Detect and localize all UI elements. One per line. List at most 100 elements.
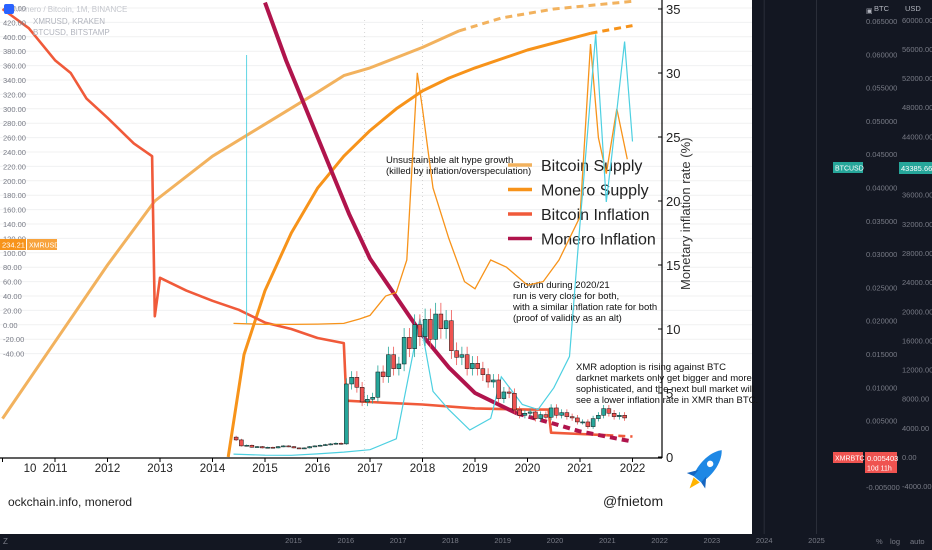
collapse-toggle-icon[interactable] [4,4,14,14]
candle-body [575,417,580,423]
btc-axis-tick-label: 0.025000 [866,283,897,292]
candle-body [559,412,564,416]
usd-axis-title: USD [905,4,921,13]
candle-body [338,442,344,445]
candle-body [554,407,559,416]
time-axis-tick-label: 2025 [808,536,825,545]
left-price-marker: 234.21 [2,241,25,250]
legend: Bitcoin Supply Monero Supply Bitcoin Infla… [508,158,656,249]
right-price-axes: BTC USD▣0.0650000.0600000.0550000.0500000… [833,4,932,492]
xmrbtc-price-bg [865,452,897,473]
candle-body [275,446,281,449]
left-axis-tick-label: -40.00 [3,350,24,359]
left-price-axis: 440.00 420.00 400.00 380.00 360.00 340.00 320.… [0,4,59,359]
image-y-tick-label: 0 [666,450,673,465]
symbol-header[interactable]: Monero / Bitcoin, 1M, BINANCE XMRUSD, KRA… [4,4,127,37]
image-x-tick-label: 2020 [515,463,541,475]
candle-body [380,371,386,377]
left-axis-tick-label: 0.00 [3,321,18,330]
overlay-symbol-label[interactable]: XMRUSD, KRAKEN [33,17,105,26]
annotation-line: (proof of validity as an alt) [513,313,622,324]
zoom-reset-button[interactable]: Z [3,537,8,546]
candle-body [375,371,381,398]
image-y-tick-label: 30 [666,66,680,81]
left-axis-tick-label: 180.00 [3,191,26,200]
candle-body [569,416,575,419]
left-axis-tick-label: 260.00 [3,134,26,143]
usd-axis-tick-label: 44000.00 [902,132,932,141]
left-axis-tick-label: 220.00 [3,162,26,171]
btc-axis-tick-label: 0.055000 [866,84,897,93]
candle-body [349,377,354,385]
image-x-tick-label: 2016 [305,463,331,475]
btc-axis-tick-label: 0.050000 [866,117,897,126]
monero-inflation-projection [516,411,633,444]
candle-body [233,436,239,441]
left-axis-tick-label: 40.00 [3,292,22,301]
xmrbtc-candles [233,302,627,450]
candle-body [344,383,349,445]
btc-axis-tick-label: 0.045000 [866,150,897,159]
btc-axis-tick-label: 0.010000 [866,383,897,392]
candle-body [307,446,312,449]
image-x-tick-label: 2021 [567,463,593,475]
candle-body [407,337,412,349]
candle-body [370,397,375,400]
annotation-line: XMR adoption is rising against BTC [576,362,726,373]
scale-toggle-percent[interactable]: % [876,537,883,546]
candle-body [533,411,538,419]
monero-supply-line [226,31,591,458]
time-axis-tick-label: 2016 [337,536,354,545]
left-axis-tick-label: 60.00 [3,278,22,287]
left-axis-tick-label: 200.00 [3,177,26,186]
candle-body [254,446,260,448]
candle-body [449,320,454,351]
scale-toggle-auto[interactable]: auto [910,537,925,546]
rocket-fin [686,469,699,476]
btc-axis-tick-label: -0.005000 [866,483,900,492]
left-price-marker-label: XMRUSD [29,243,59,250]
left-axis-tick-label: 140.00 [3,220,26,229]
rocket-fin [701,476,707,489]
image-y-tick-label: 10 [666,322,680,337]
btc-axis-tick-label: 0.060000 [866,50,897,59]
btc-axis-title: BTC [874,4,890,13]
time-axis-tick-label: 2018 [442,536,459,545]
left-axis-tick-label: 120.00 [3,234,26,243]
candle-body [359,387,365,403]
source-watermark: ockchain.info, monerod [8,495,132,509]
candle-body [459,354,465,358]
candle-body [580,421,585,424]
symbol-title[interactable]: Monero / Bitcoin, 1M, BINANCE [14,5,127,14]
usd-axis-tick-label: 52000.00 [902,74,932,83]
btcusd-price: 43385.66 [901,164,932,173]
left-axis-tick-label: 320.00 [3,90,26,99]
annotation-line: run is very close for both, [513,291,619,302]
btc-axis-tick-label: 0.015000 [866,350,897,359]
candle-body [386,354,391,377]
usd-axis-tick-label: 56000.00 [902,45,932,54]
overlay-symbol-label[interactable]: BTCUSD, BITSTAMP [33,28,110,37]
candle-body [396,363,402,369]
btc-axis-tick-label: 0.005000 [866,417,897,426]
candle-body [328,443,333,446]
candle-body [464,354,470,369]
image-x-tick-label: 2022 [620,463,646,475]
candle-body [433,313,438,340]
annotation-line: Growth during 2020/21 [513,280,610,291]
time-axis-tick-label: 2021 [599,536,616,545]
candle-body [391,354,396,369]
candle-body [543,414,549,418]
annotation-line: (killed by inflation/overspeculation) [386,166,531,177]
legend-label: Bitcoin Inflation [541,207,650,224]
candle-body [475,363,480,369]
rocket-icon [686,450,722,489]
left-axis-tick-label: 300.00 [3,105,26,114]
time-axis-tick-label: 2022 [651,536,668,545]
usd-axis-tick-label: 12000.00 [902,366,932,375]
candle-body [265,446,270,449]
scale-toggle-log[interactable]: log [890,537,900,546]
candle-body [517,409,522,416]
left-price-marker-label-bg [27,239,57,250]
